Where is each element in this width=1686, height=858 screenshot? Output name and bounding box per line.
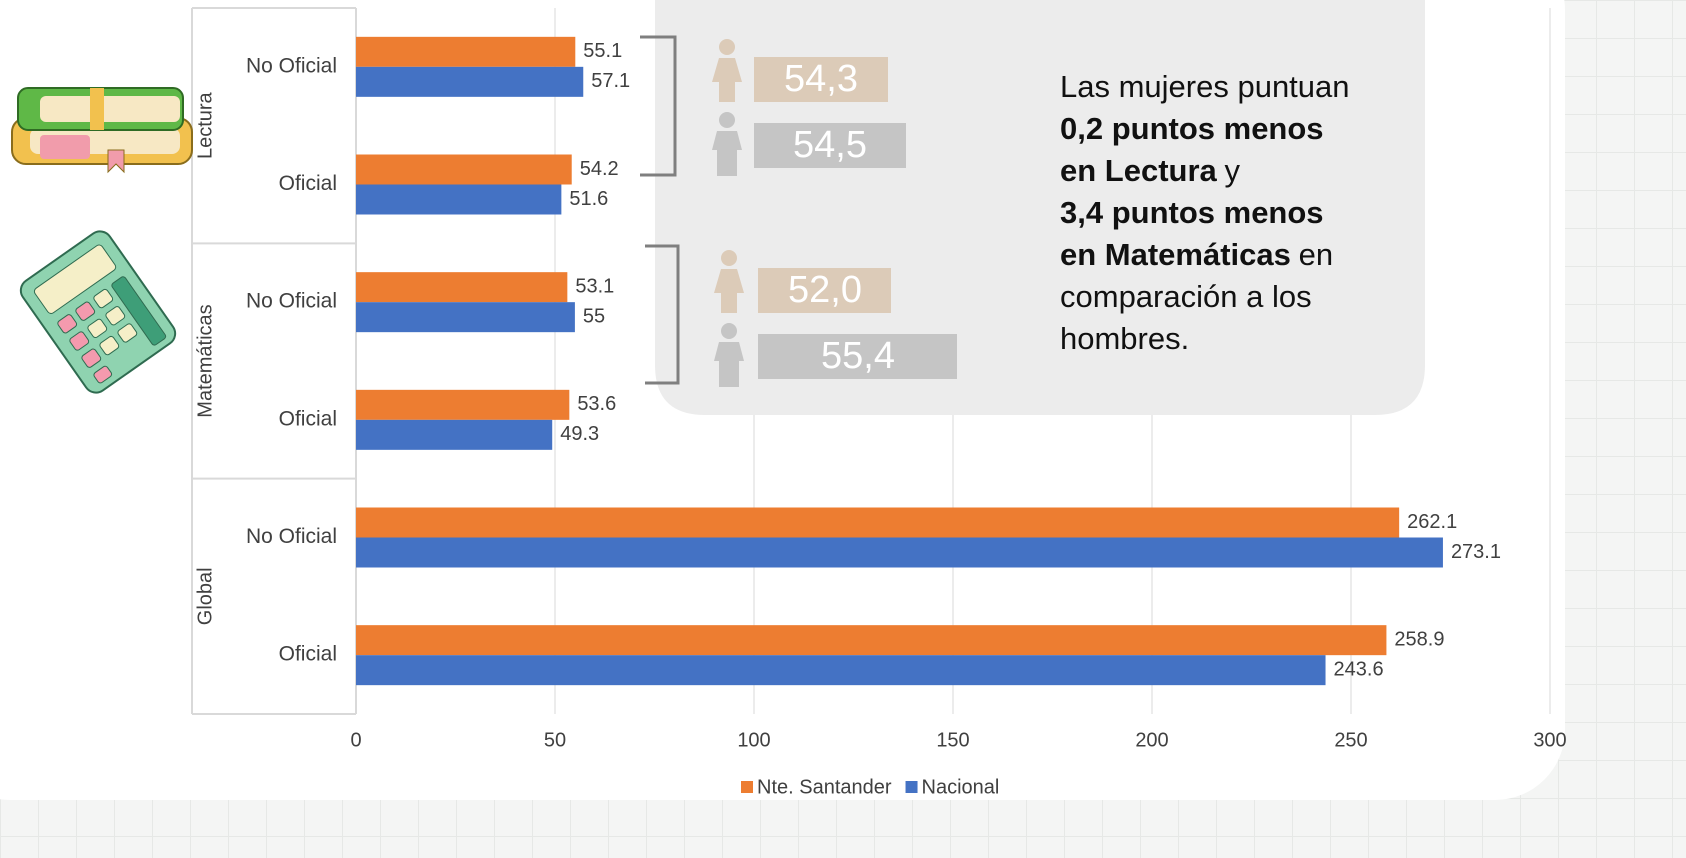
y-tick-label: Oficial	[279, 407, 337, 430]
bar	[356, 37, 575, 67]
callout-text: Las mujeres puntuan 0,2 puntos menos en Le…	[1060, 66, 1350, 360]
data-label: 262.1	[1407, 511, 1457, 533]
data-label: 55	[583, 305, 605, 327]
callout-segment: Las mujeres puntuan	[1060, 69, 1350, 104]
bar	[356, 538, 1443, 568]
data-label: 54.2	[580, 158, 619, 180]
legend-label: Nte. Santander	[757, 776, 892, 798]
x-tick-label: 0	[350, 729, 361, 751]
group-label: Global	[194, 567, 216, 625]
y-tick-label: Oficial	[279, 172, 337, 195]
data-label: 51.6	[569, 188, 608, 210]
y-tick-label: Oficial	[279, 643, 337, 666]
callout-segment: y	[1225, 153, 1241, 188]
data-label: 53.6	[577, 393, 616, 415]
bar	[356, 390, 569, 420]
bar	[356, 655, 1326, 685]
callout-segment: en Matemáticas	[1060, 237, 1291, 272]
x-tick-label: 150	[936, 729, 969, 751]
callout-segment: 0,2 puntos menos	[1060, 111, 1324, 146]
bar	[356, 302, 575, 332]
x-tick-label: 200	[1135, 729, 1168, 751]
callout-value: 52,0	[788, 269, 862, 311]
page: {"chart_data": {"type": "bar", "orientat…	[0, 0, 1686, 858]
bar	[356, 155, 572, 185]
bar	[356, 420, 552, 450]
callout-segment: comparación a los	[1060, 279, 1312, 314]
data-label: 258.9	[1394, 628, 1444, 650]
callout-line: Las mujeres puntuan	[1060, 66, 1350, 108]
group-label: Lectura	[194, 91, 216, 159]
chart: 0 50 100 150 200 250 300 54,3 54,5 52,0 55,4 L…	[0, 0, 1686, 858]
callout-value: 55,4	[821, 335, 895, 377]
callout-line: 3,4 puntos menos	[1060, 192, 1350, 234]
data-label: 55.1	[583, 40, 622, 62]
books-icon	[12, 88, 192, 172]
data-label: 53.1	[575, 275, 614, 297]
data-label: 273.1	[1451, 541, 1501, 563]
callout-line: 0,2 puntos menos	[1060, 108, 1350, 150]
bar	[356, 67, 583, 97]
callout-segment: 3,4 puntos menos	[1060, 195, 1324, 230]
data-label: 243.6	[1334, 658, 1384, 680]
data-label: 57.1	[591, 70, 630, 92]
bar	[356, 625, 1386, 655]
callout-segment: en Lectura	[1060, 153, 1217, 188]
x-tick-label: 50	[544, 729, 566, 751]
x-tick-label: 100	[737, 729, 770, 751]
bar	[356, 185, 561, 215]
bar	[356, 508, 1399, 538]
callout-segment: en	[1299, 237, 1333, 272]
bar	[356, 272, 567, 302]
legend-swatch	[741, 781, 753, 793]
x-tick-label: 250	[1334, 729, 1367, 751]
data-label: 49.3	[560, 423, 599, 445]
callout-line: comparación a los	[1060, 276, 1350, 318]
legend-label: Nacional	[922, 776, 1000, 798]
callout-segment: hombres.	[1060, 321, 1189, 356]
callout-value: 54,3	[784, 58, 858, 100]
group-label: Matemáticas	[194, 304, 216, 417]
legend-swatch	[906, 781, 918, 793]
y-tick-label: No Oficial	[246, 525, 337, 548]
callout-line: hombres.	[1060, 318, 1350, 360]
callout-value: 54,5	[793, 124, 867, 166]
x-tick-label: 300	[1533, 729, 1566, 751]
y-tick-label: No Oficial	[246, 290, 337, 313]
y-tick-label: No Oficial	[246, 54, 337, 77]
